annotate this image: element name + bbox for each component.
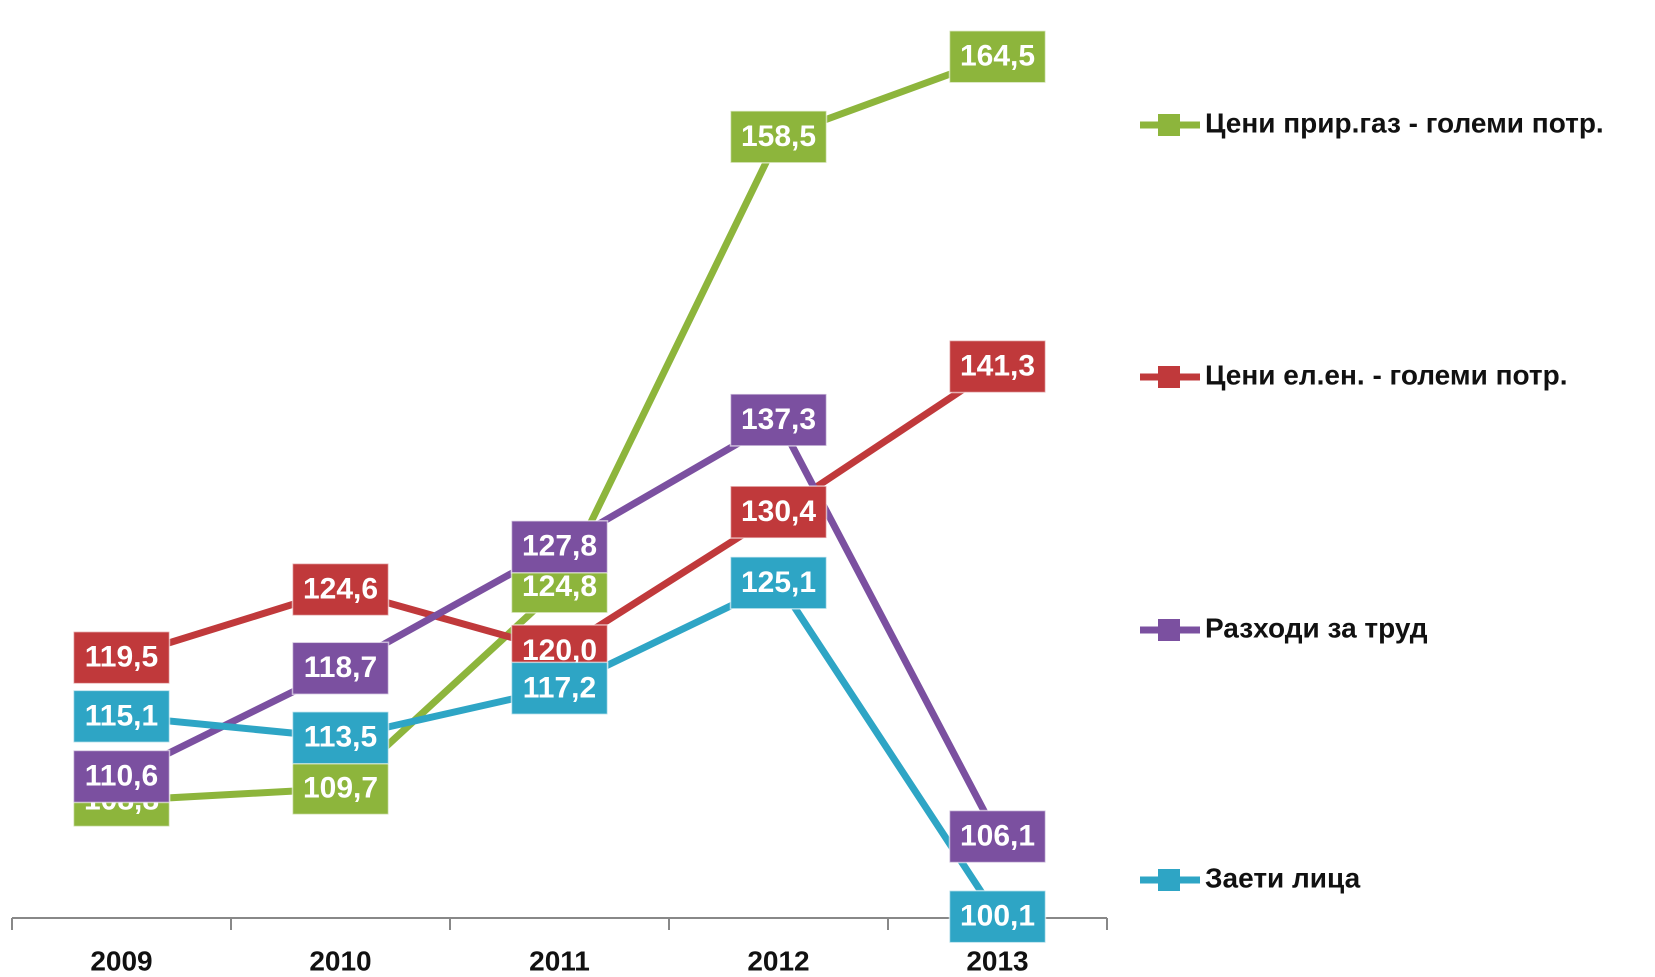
legend-label: Цени ел.ен. - големи потр. bbox=[1205, 359, 1568, 390]
data-label: 106,1 bbox=[948, 809, 1047, 864]
series-line bbox=[120, 363, 1000, 661]
data-label-text: 137,3 bbox=[741, 403, 816, 436]
x-tick-label: 2011 bbox=[529, 945, 590, 976]
data-label: 125,1 bbox=[729, 556, 828, 610]
data-label-box bbox=[72, 749, 171, 804]
x-tick-label: 2010 bbox=[309, 945, 371, 976]
data-label-box bbox=[729, 110, 828, 164]
data-label: 110,6 bbox=[72, 749, 171, 804]
data-label: 164,5 bbox=[948, 29, 1047, 84]
data-label-text: 127,8 bbox=[522, 530, 597, 563]
data-label-box bbox=[948, 809, 1047, 864]
data-label-box bbox=[291, 761, 390, 816]
legend-label: Разходи за труд bbox=[1205, 612, 1428, 643]
data-label: 130,4 bbox=[729, 485, 828, 539]
data-label-box bbox=[291, 562, 390, 617]
data-label-text: 124,8 bbox=[522, 570, 597, 603]
data-label-box bbox=[729, 485, 828, 539]
data-label-text: 158,5 bbox=[741, 120, 816, 153]
legend-label: Цени прир.газ - големи потр. bbox=[1205, 107, 1604, 138]
data-label-text: 130,4 bbox=[741, 495, 816, 528]
data-label: 158,5 bbox=[729, 110, 828, 164]
data-label-text: 100,1 bbox=[960, 900, 1035, 933]
x-tick-label: 2009 bbox=[90, 945, 152, 976]
data-label: 119,5 bbox=[72, 630, 171, 685]
data-label-box bbox=[291, 641, 390, 696]
data-label: 118,7 bbox=[291, 641, 390, 696]
legend-marker bbox=[1158, 619, 1180, 641]
data-label-box bbox=[729, 393, 828, 447]
data-label: 124,6 bbox=[291, 562, 390, 617]
data-label-box bbox=[948, 889, 1047, 944]
data-label-text: 113,5 bbox=[304, 721, 377, 754]
data-label-box bbox=[72, 630, 171, 685]
data-label: 113,5 bbox=[291, 710, 390, 765]
legend-marker bbox=[1158, 366, 1180, 388]
data-label-text: 110,6 bbox=[85, 759, 158, 792]
data-label: 109,7 bbox=[291, 761, 390, 816]
data-label-box bbox=[510, 661, 609, 716]
data-label-text: 125,1 bbox=[741, 566, 816, 599]
legend-label: Заети лица bbox=[1205, 862, 1361, 893]
data-label: 117,2 bbox=[510, 661, 609, 716]
data-label-text: 124,6 bbox=[303, 572, 378, 605]
data-label-text: 141,3 bbox=[960, 349, 1035, 382]
data-label: 100,1 bbox=[948, 889, 1047, 944]
data-label: 141,3 bbox=[948, 339, 1047, 394]
data-label-box bbox=[72, 689, 171, 744]
data-label-box bbox=[291, 710, 390, 765]
data-label-text: 115,1 bbox=[85, 699, 158, 732]
data-label-box bbox=[948, 29, 1047, 84]
data-label-text: 119,5 bbox=[85, 641, 158, 674]
data-label-box bbox=[948, 339, 1047, 394]
x-tick-label: 2013 bbox=[966, 945, 1028, 976]
data-label-text: 120,0 bbox=[522, 634, 597, 667]
data-label: 115,1 bbox=[72, 689, 171, 744]
data-label-box bbox=[729, 556, 828, 610]
legend-marker bbox=[1158, 869, 1180, 891]
legend-marker bbox=[1158, 114, 1180, 136]
data-label: 137,3 bbox=[729, 393, 828, 447]
x-tick-label: 2012 bbox=[747, 945, 809, 976]
data-label-text: 118,7 bbox=[304, 651, 377, 684]
data-label-text: 117,2 bbox=[523, 671, 596, 704]
data-label: 127,8 bbox=[510, 520, 609, 574]
data-label-text: 109,7 bbox=[303, 771, 378, 804]
data-label-text: 106,1 bbox=[960, 819, 1035, 852]
data-label-text: 164,5 bbox=[960, 40, 1035, 73]
data-label-box bbox=[510, 520, 609, 574]
